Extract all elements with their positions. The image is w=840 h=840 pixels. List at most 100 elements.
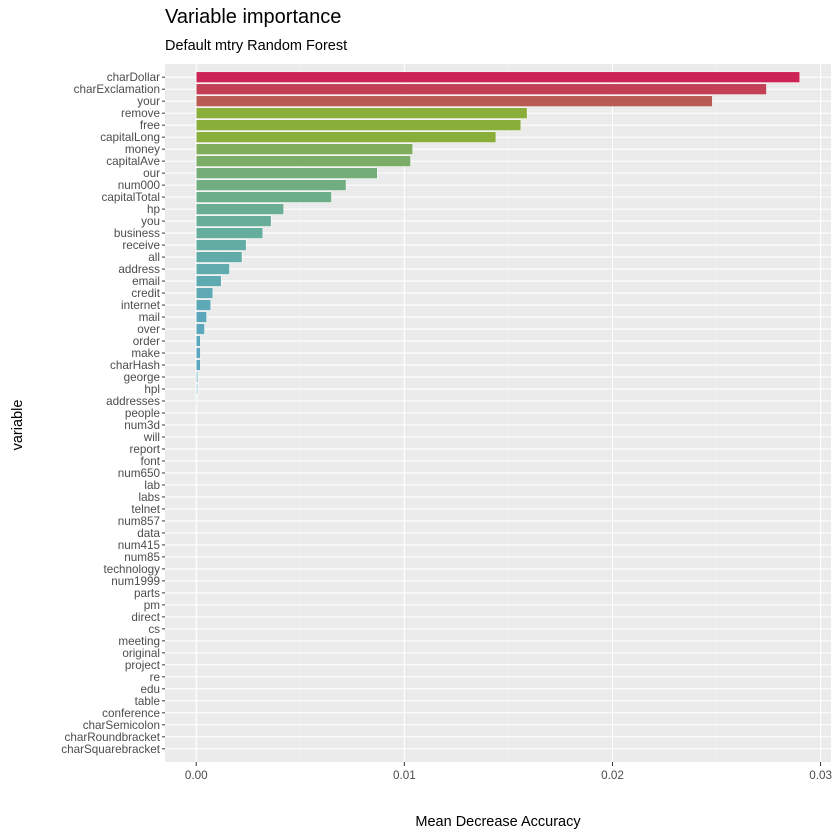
chart-title: Variable importance: [165, 6, 342, 28]
bar-charRoundbracket: [195, 731, 198, 743]
y-tick-label: cs: [148, 623, 160, 636]
bar-addresses: [195, 395, 198, 407]
bar-over: [195, 323, 205, 335]
y-tick-label: capitalTotal: [102, 191, 160, 204]
bar-your: [195, 95, 713, 107]
y-tick-label: will: [143, 431, 160, 444]
y-tick-label: over: [137, 323, 160, 336]
y-tick-label: labs: [139, 491, 161, 504]
bar-num1999: [195, 575, 198, 587]
y-tick-label: technology: [103, 563, 160, 576]
y-tick-label: num857: [118, 515, 160, 528]
bar-hpl: [195, 383, 199, 395]
bar-receive: [195, 239, 247, 251]
y-tick-label: conference: [102, 707, 160, 720]
bar-remove: [195, 107, 528, 119]
y-tick-label: people: [125, 407, 160, 420]
y-tick-label: font: [141, 455, 161, 468]
bar-charExclamation: [195, 83, 767, 95]
y-tick-label: credit: [131, 287, 160, 300]
y-tick-label: original: [122, 647, 160, 660]
y-tick-label: charExclamation: [74, 83, 160, 96]
bar-num857: [195, 515, 198, 527]
bar-pm: [195, 599, 198, 611]
bar-free: [195, 119, 522, 131]
bar-original: [195, 647, 198, 659]
y-tick-label: num000: [118, 179, 161, 192]
x-tick-label: 0.01: [393, 769, 416, 782]
y-tick-label: report: [129, 443, 160, 456]
bar-project: [195, 659, 198, 671]
bar-mail: [195, 311, 207, 323]
y-tick-label: charSemicolon: [83, 719, 160, 732]
x-axis: 0.00 0.01 0.02 0.03: [185, 762, 832, 782]
y-tick-label: table: [135, 695, 160, 708]
bar-money: [195, 143, 413, 155]
x-axis-title: Mean Decrease Accuracy: [415, 814, 581, 830]
bar-num85: [195, 551, 198, 563]
y-tick-label: charHash: [110, 359, 160, 372]
bars: [195, 71, 801, 755]
y-tick-label: internet: [121, 299, 161, 312]
y-tick-label: address: [118, 263, 160, 276]
bar-george: [195, 371, 199, 383]
bar-charSemicolon: [195, 719, 198, 731]
bar-credit: [195, 287, 214, 299]
y-tick-label: hp: [147, 203, 161, 216]
bar-table: [195, 695, 198, 707]
y-tick-label: project: [125, 659, 161, 672]
y-tick-label: num85: [124, 551, 160, 564]
y-tick-label: charRoundbracket: [64, 731, 160, 744]
y-tick-label: num1999: [111, 575, 160, 588]
bar-address: [195, 263, 230, 275]
bar-parts: [195, 587, 198, 599]
bar-lab: [195, 479, 198, 491]
x-tick-label: 0.00: [185, 769, 208, 782]
x-tick-label: 0.03: [809, 769, 832, 782]
y-tick-label: telnet: [131, 503, 160, 516]
y-tick-label: you: [141, 215, 160, 228]
y-tick-label: parts: [134, 587, 160, 600]
y-tick-label: your: [137, 95, 160, 108]
bar-labs: [195, 491, 198, 503]
bar-capitalTotal: [195, 191, 332, 203]
y-tick-label: mail: [139, 311, 160, 324]
y-tick-label: order: [133, 335, 160, 348]
y-tick-label: hpl: [144, 383, 160, 396]
y-tick-label: charSquarebracket: [61, 743, 161, 756]
bar-hp: [195, 203, 284, 215]
y-tick-label: edu: [140, 683, 160, 696]
y-tick-label: money: [125, 143, 160, 156]
bar-meeting: [195, 635, 198, 647]
y-axis-title: variable: [10, 400, 26, 451]
bar-num650: [195, 467, 198, 479]
bar-people: [195, 407, 198, 419]
bar-our: [195, 167, 378, 179]
y-axis: charDollarcharExclamationyourremovefreec…: [61, 71, 165, 756]
y-tick-label: business: [114, 227, 160, 240]
y-tick-label: data: [137, 527, 160, 540]
bar-charSquarebracket: [195, 743, 198, 755]
y-tick-label: remove: [121, 107, 160, 120]
y-tick-label: capitalLong: [100, 131, 160, 144]
bar-num415: [195, 539, 198, 551]
bar-charHash: [195, 359, 201, 371]
bar-capitalLong: [195, 131, 497, 143]
y-tick-label: num3d: [124, 419, 160, 432]
bar-you: [195, 215, 272, 227]
y-tick-label: capitalAve: [106, 155, 160, 168]
y-tick-label: direct: [131, 611, 160, 624]
bar-cs: [195, 623, 198, 635]
bar-telnet: [195, 503, 198, 515]
bar-report: [195, 443, 198, 455]
chart-subtitle: Default mtry Random Forest: [165, 38, 348, 54]
y-tick-label: addresses: [106, 395, 160, 408]
y-tick-label: receive: [122, 239, 160, 252]
bar-capitalAve: [195, 155, 411, 167]
bar-technology: [195, 563, 198, 575]
bar-will: [195, 431, 198, 443]
y-tick-label: num415: [118, 539, 161, 552]
y-tick-label: meeting: [118, 635, 160, 648]
bar-business: [195, 227, 264, 239]
